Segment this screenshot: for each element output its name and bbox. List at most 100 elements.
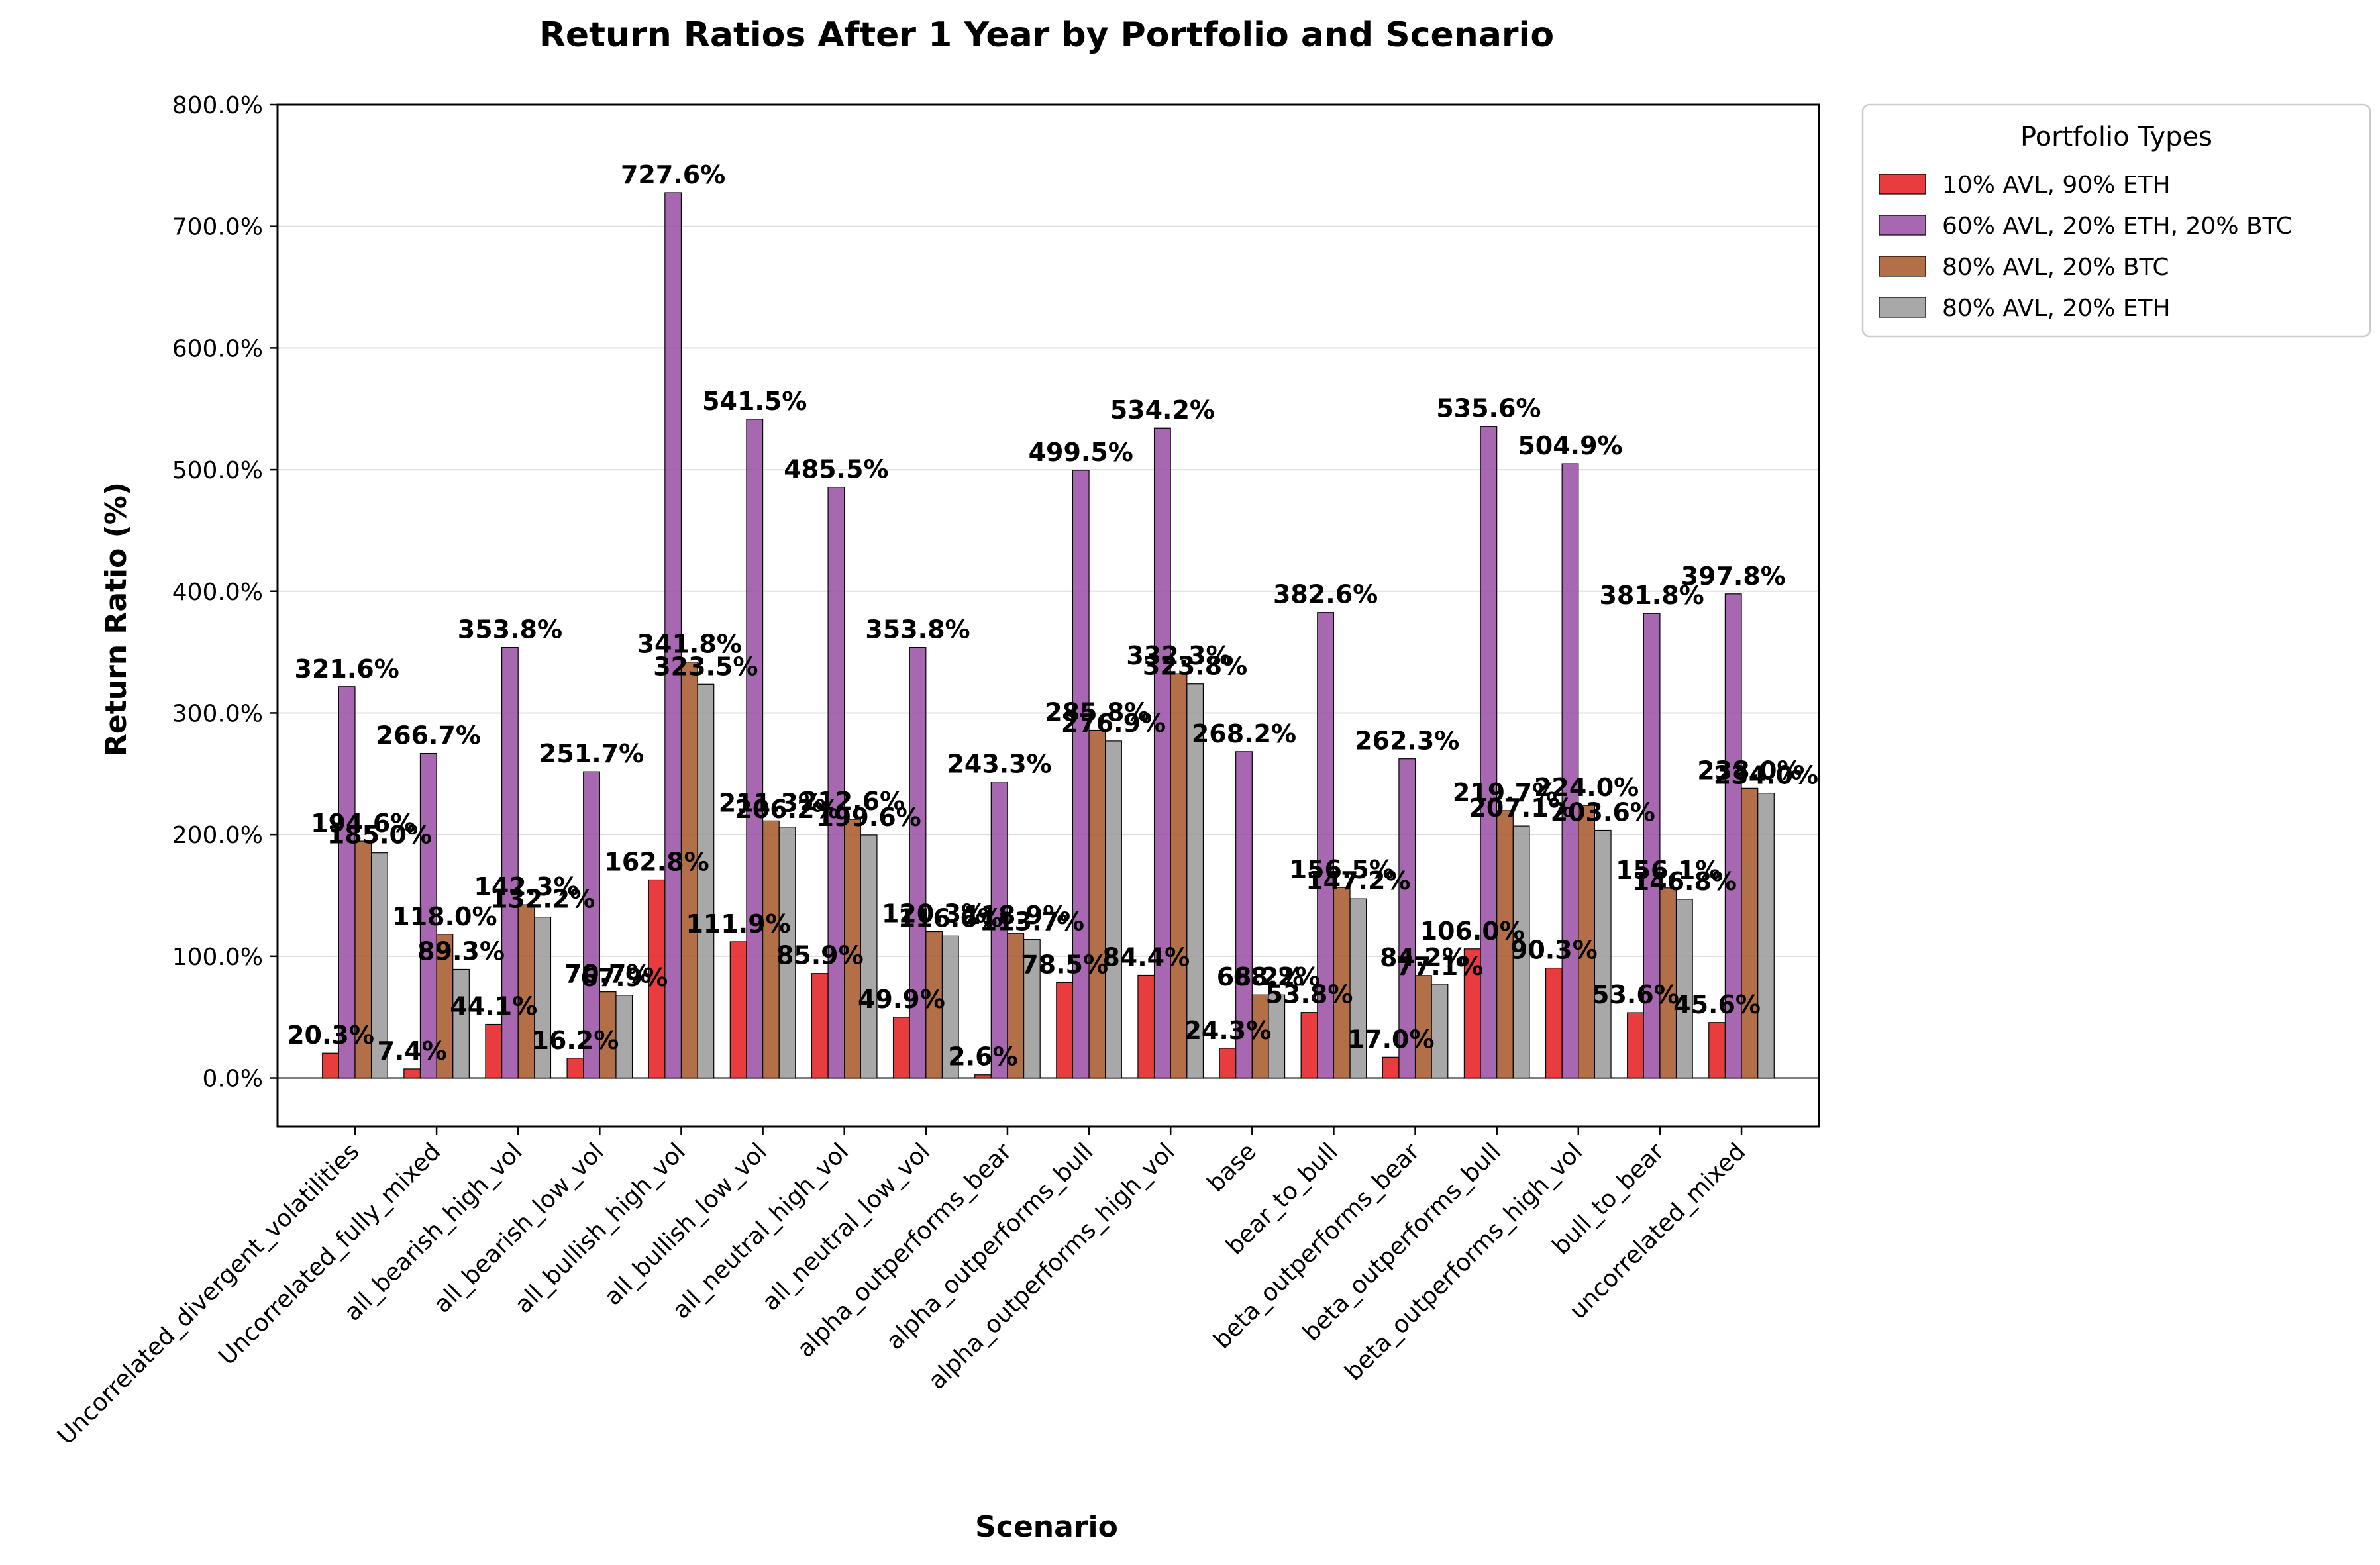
bar-value-label: 90.3%: [1510, 936, 1598, 965]
plot-frame: [276, 103, 1820, 1128]
bar: [1431, 984, 1449, 1079]
bar: [485, 1023, 503, 1079]
bar-value-label: 332.3%: [1126, 641, 1231, 670]
legend-entry-label: 10% AVL, 90% ETH: [1942, 172, 2171, 199]
bar: [762, 820, 780, 1079]
bar-value-label: 24.3%: [1184, 1016, 1271, 1045]
bar-value-label: 49.9%: [858, 985, 945, 1014]
bar: [974, 1074, 992, 1079]
y-tick-label: 200.0%: [172, 822, 263, 849]
bar: [599, 991, 617, 1079]
bar-value-label: 68.2%: [1233, 962, 1320, 991]
bar-value-label: 211.3%: [719, 788, 823, 817]
bar: [1659, 887, 1677, 1079]
bar: [778, 827, 796, 1079]
bar: [1170, 673, 1188, 1079]
bar: [583, 771, 600, 1079]
bar-value-label: 323.8%: [1143, 652, 1247, 681]
y-tick-label: 600.0%: [172, 335, 263, 362]
bar-value-label: 381.8%: [1599, 581, 1704, 610]
y-tick-label: 0.0%: [203, 1066, 263, 1093]
x-tick-label: base: [1202, 1138, 1262, 1197]
y-axis-label: Return Ratio (%): [99, 482, 133, 756]
bar: [1251, 994, 1269, 1079]
bar: [1741, 787, 1759, 1079]
bar-value-label: 268.2%: [1192, 719, 1296, 748]
legend-swatch: [1879, 297, 1926, 318]
x-axis-label: Scenario: [975, 1510, 1118, 1544]
bar: [1545, 968, 1563, 1079]
bar: [1333, 887, 1351, 1079]
bar-value-label: 234.0%: [1714, 761, 1818, 790]
bar-value-label: 243.3%: [947, 750, 1051, 779]
bar-value-label: 77.1%: [1396, 952, 1484, 981]
bar-value-label: 84.4%: [1102, 942, 1190, 972]
bar-value-label: 53.6%: [1592, 980, 1679, 1009]
x-tick-label: all_bullish_low_vol: [599, 1138, 772, 1311]
bar-value-label: 203.6%: [1551, 798, 1655, 827]
axes: 0.0% 100.0% 200.0% 300.0% 400.0% 500.0% 600.0%…: [52, 92, 1820, 1450]
bar: [1675, 899, 1693, 1079]
bar: [909, 647, 927, 1079]
bar-value-label: 106.0%: [1420, 917, 1525, 946]
bar: [615, 995, 633, 1079]
bar: [419, 753, 437, 1079]
bars: [322, 192, 1775, 1079]
bar-value-label: 118.0%: [392, 902, 497, 931]
bar: [1349, 898, 1367, 1079]
bar-value-label: 499.5%: [1029, 438, 1133, 467]
bar: [990, 782, 1008, 1079]
bar: [1137, 974, 1155, 1079]
bar: [1561, 463, 1579, 1079]
bar-value-label: 118.9%: [963, 901, 1068, 930]
bar-value-label: 323.5%: [653, 652, 758, 681]
y-tick-label: 300.0%: [172, 700, 263, 727]
bar-value-label: 16.2%: [531, 1026, 619, 1055]
bar: [844, 819, 861, 1079]
bar: [1186, 683, 1204, 1079]
bar-value-label: 67.9%: [580, 963, 668, 992]
bar: [1056, 982, 1074, 1079]
bar: [827, 487, 845, 1079]
bar-value-label: 2.6%: [948, 1042, 1017, 1072]
bar-value-label: 156.1%: [1616, 856, 1720, 885]
bar: [403, 1068, 421, 1079]
legend: Portfolio Types 10% AVL, 90% ETH 60% AVL, …: [1861, 103, 2371, 338]
bar-value-label: 238.0%: [1697, 756, 1802, 785]
bar: [1219, 1048, 1237, 1079]
bar: [370, 852, 388, 1079]
bar-value-label: 541.5%: [702, 387, 807, 416]
bar-value-label: 266.7%: [376, 721, 481, 750]
bar: [1578, 805, 1596, 1079]
bar: [1757, 793, 1775, 1079]
bar-value-label: 146.8%: [1632, 867, 1737, 896]
chart-title: Return Ratios After 1 Year by Portfolio …: [539, 15, 1554, 55]
bar-value-label: 206.2%: [735, 795, 839, 824]
bar-value-label: 113.7%: [980, 907, 1084, 936]
bar-value-label: 185.0%: [327, 821, 432, 850]
bar: [664, 192, 682, 1079]
bar-value-label: 397.8%: [1681, 562, 1786, 591]
bar: [534, 917, 552, 1079]
bar: [1007, 933, 1025, 1079]
bar: [1300, 1012, 1318, 1079]
bar: [1708, 1022, 1726, 1079]
bar-value-label: 20.3%: [287, 1021, 374, 1050]
y-tick-label: 500.0%: [172, 457, 263, 484]
bar-value-label: 341.8%: [637, 630, 742, 659]
bar: [1398, 758, 1416, 1079]
bar-value-label: 727.6%: [621, 160, 725, 189]
bar-value-label: 485.5%: [784, 455, 888, 484]
legend-entry-label: 80% AVL, 20% ETH: [1942, 295, 2171, 322]
bar-value-label: 535.6%: [1436, 394, 1541, 423]
bar: [697, 683, 715, 1079]
bar-value-label: 534.2%: [1110, 395, 1215, 425]
bar: [501, 647, 519, 1079]
bar: [1724, 593, 1742, 1079]
bar: [354, 840, 372, 1079]
bar-value-label: 199.6%: [816, 803, 921, 832]
bar: [648, 879, 666, 1079]
legend-swatch: [1879, 215, 1926, 236]
bar: [1627, 1012, 1644, 1079]
bar: [1594, 829, 1612, 1079]
